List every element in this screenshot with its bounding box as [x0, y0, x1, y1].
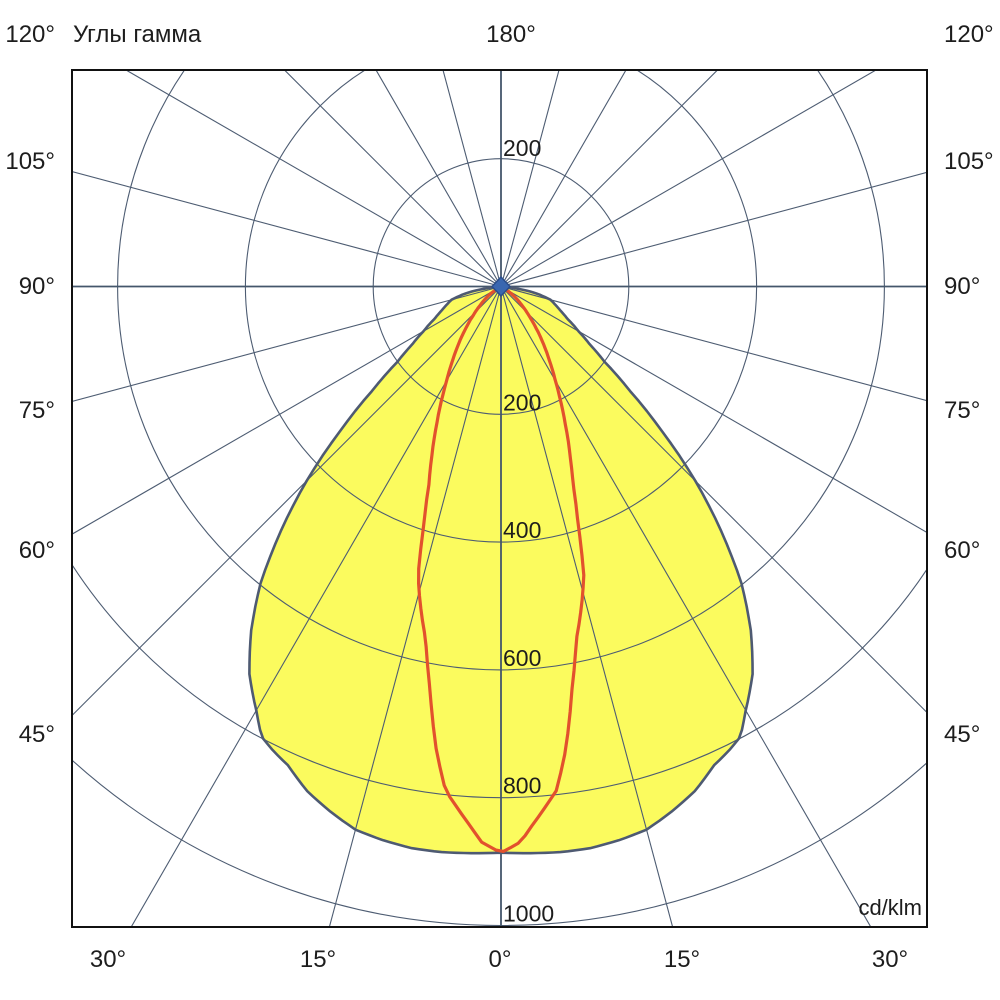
angle-label-left-4: 60°: [19, 537, 55, 564]
grid-radial-345: [328, 286, 502, 927]
grid-radial-285: [72, 285, 502, 403]
grid-radial-45: [500, 286, 927, 714]
grid-radial-330: [130, 286, 502, 927]
labels-layer: Углы гамма 180° cd/klm 120° 105° 90° 75° 60°…: [5, 21, 993, 973]
angle-label-bottom-4: 30°: [872, 946, 908, 973]
grid-radial-150: [500, 70, 627, 287]
angle-label-right-2: 90°: [944, 273, 980, 300]
angle-label-bottom-3: 15°: [664, 946, 700, 973]
red-distribution-curve: [417, 284, 586, 853]
grid-radial-210: [375, 70, 502, 287]
yellow-distribution-outline: [248, 285, 754, 855]
angle-label-left-3: 75°: [19, 397, 55, 424]
grid-radial-300: [72, 286, 502, 535]
grid-radial-75: [500, 285, 927, 402]
radial-tick-below-200: 200: [503, 389, 541, 415]
grid-radial-255: [72, 170, 502, 288]
grid-radial-225: [283, 70, 502, 287]
angle-label-left-1: 105°: [5, 148, 55, 175]
grid-radial-165: [500, 70, 560, 287]
grid-radial-120: [500, 70, 878, 287]
angle-label-right-0: 120°: [944, 21, 994, 48]
unit-label: cd/klm: [858, 895, 922, 920]
grid-radial-30: [500, 286, 872, 927]
angle-label-left-0: 120°: [5, 21, 55, 48]
angle-label-bottom-2: 0°: [489, 946, 512, 973]
radial-tick-below-800: 800: [503, 773, 541, 799]
angle-label-right-1: 105°: [944, 148, 994, 175]
grid-radial-315: [72, 286, 502, 717]
radial-tick-above-200: 200: [503, 135, 541, 161]
grid-radial-60: [500, 286, 927, 534]
radial-tick-below-1000: 1000: [503, 901, 554, 927]
angle-label-bottom-1: 15°: [300, 946, 336, 973]
angle-label-left-2: 90°: [19, 273, 55, 300]
angle-label-right-3: 75°: [944, 397, 980, 424]
angle-label-top-180: 180°: [486, 21, 536, 48]
angle-label-right-5: 45°: [944, 721, 980, 748]
grid-radial-135: [500, 70, 719, 287]
grid-radial-105: [500, 171, 927, 288]
angle-label-right-4: 60°: [944, 537, 980, 564]
chart-title: Углы гамма: [73, 21, 202, 48]
center-marker-layer: [490, 275, 512, 298]
curves-layer: [248, 284, 754, 855]
radial-tick-below-600: 600: [503, 645, 541, 671]
plot-border: [71, 69, 928, 928]
radial-tick-below-400: 400: [503, 517, 541, 543]
angle-label-left-5: 45°: [19, 721, 55, 748]
center-marker-diamond: [490, 275, 512, 298]
angle-label-bottom-0: 30°: [90, 946, 126, 973]
grid-radial-15: [500, 286, 674, 927]
grid-radial-240: [124, 70, 502, 287]
